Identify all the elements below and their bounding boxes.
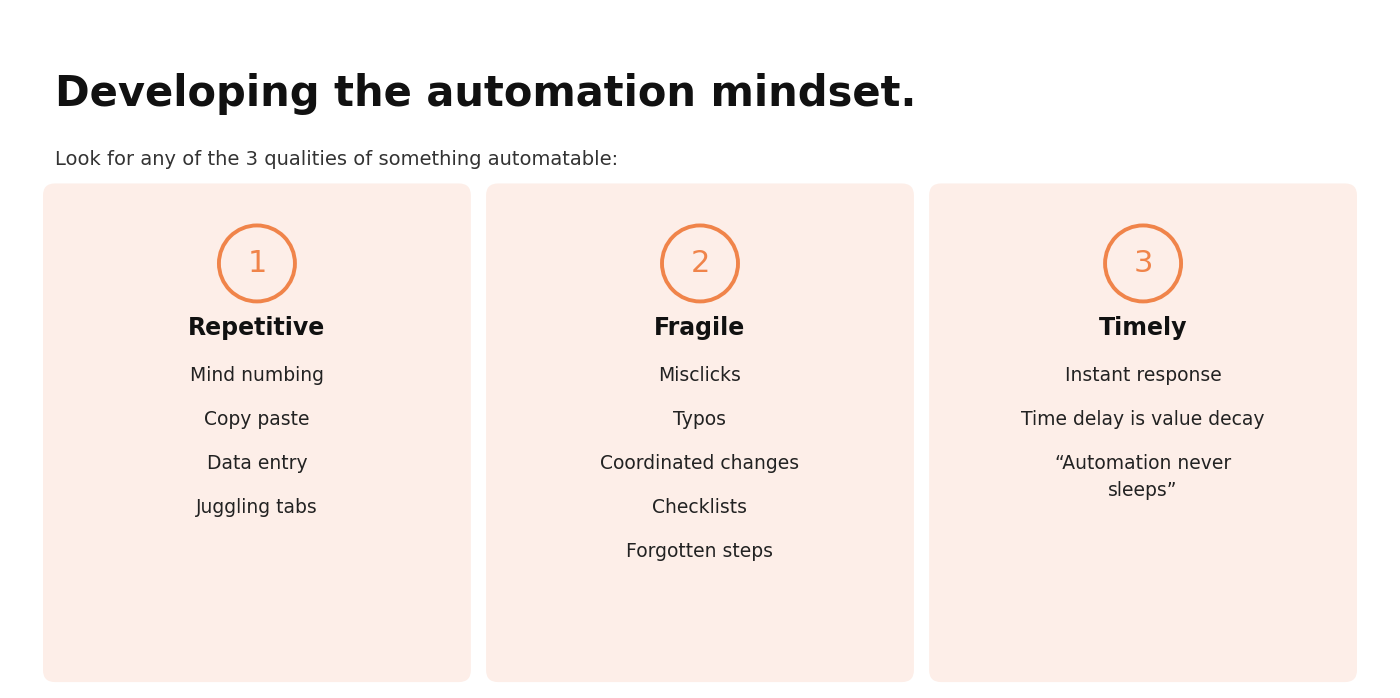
Circle shape bbox=[1105, 225, 1182, 302]
Text: Look for any of the 3 qualities of something automatable:: Look for any of the 3 qualities of somet… bbox=[55, 150, 619, 169]
Text: 2: 2 bbox=[690, 249, 710, 278]
Text: Checklists: Checklists bbox=[652, 498, 748, 517]
Circle shape bbox=[662, 225, 738, 302]
Text: Copy paste: Copy paste bbox=[204, 410, 309, 429]
Text: Misclicks: Misclicks bbox=[658, 366, 742, 385]
FancyBboxPatch shape bbox=[486, 184, 914, 682]
Circle shape bbox=[218, 225, 295, 302]
Text: “Automation never
sleeps”: “Automation never sleeps” bbox=[1056, 454, 1231, 500]
Text: Timely: Timely bbox=[1099, 316, 1187, 341]
FancyBboxPatch shape bbox=[43, 184, 470, 682]
Text: Typos: Typos bbox=[673, 410, 727, 429]
Text: 3: 3 bbox=[1134, 249, 1152, 278]
Text: Repetitive: Repetitive bbox=[189, 316, 326, 341]
Text: Data entry: Data entry bbox=[207, 454, 307, 473]
Text: Developing the automation mindset.: Developing the automation mindset. bbox=[55, 73, 917, 115]
Text: Mind numbing: Mind numbing bbox=[190, 366, 323, 385]
Text: Fragile: Fragile bbox=[654, 316, 746, 341]
Text: 1: 1 bbox=[248, 249, 266, 278]
Text: Juggling tabs: Juggling tabs bbox=[196, 498, 318, 517]
Text: Time delay is value decay: Time delay is value decay bbox=[1022, 410, 1264, 429]
Text: Coordinated changes: Coordinated changes bbox=[601, 454, 799, 473]
FancyBboxPatch shape bbox=[930, 184, 1357, 682]
Text: Instant response: Instant response bbox=[1064, 366, 1221, 385]
Text: Forgotten steps: Forgotten steps bbox=[626, 542, 773, 561]
